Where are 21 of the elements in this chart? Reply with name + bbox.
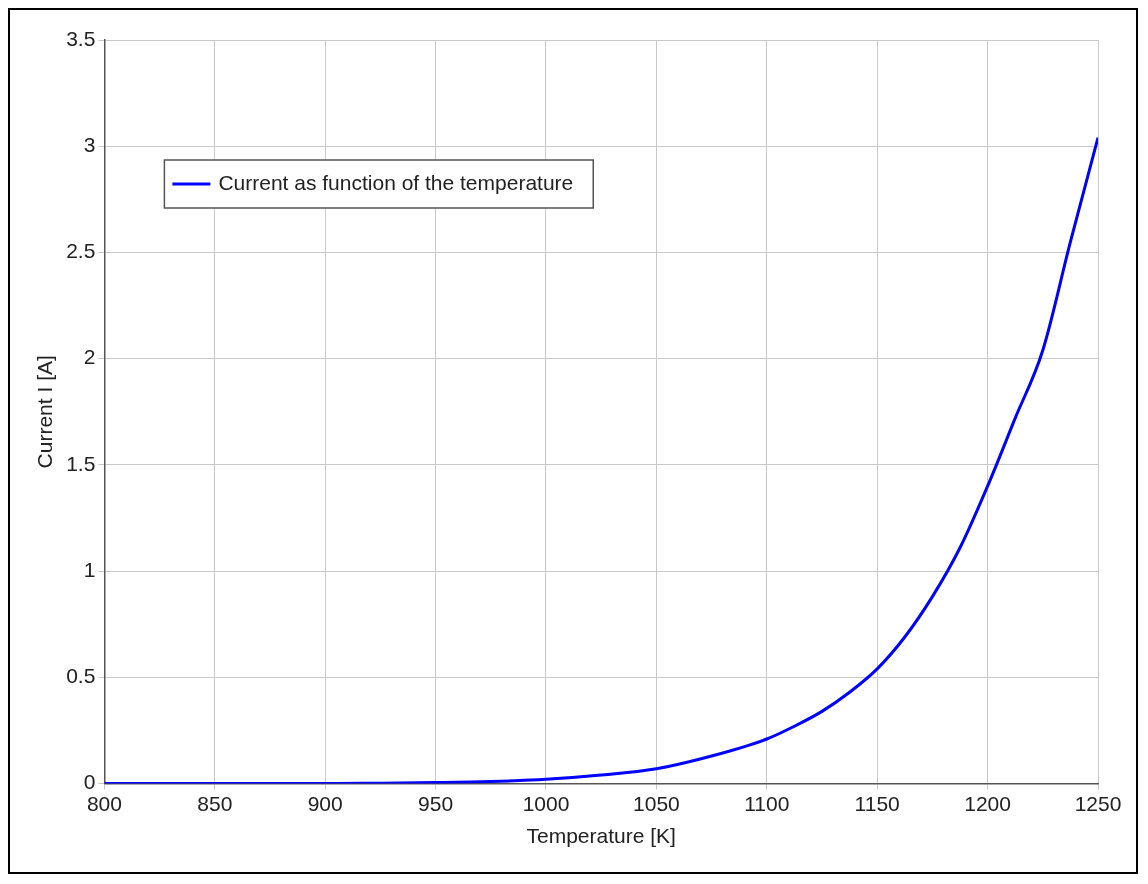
x-tick-label: 1000	[522, 792, 570, 815]
y-axis-title: Current I [A]	[33, 355, 57, 469]
y-tick-label: 1	[83, 557, 96, 581]
y-tick-label: 3.5	[66, 26, 96, 50]
x-tick-label: 1100	[744, 792, 790, 815]
x-tick-label: 1050	[633, 792, 680, 815]
x-tick-label: 800	[86, 792, 122, 815]
x-tick-label: 1250	[1074, 792, 1122, 815]
x-tick-label: 1150	[854, 792, 900, 815]
x-tick-label: 1200	[964, 792, 1011, 815]
y-tick-label: 3	[83, 133, 96, 157]
y-tick-label: 2	[83, 345, 96, 369]
x-tick-label: 950	[418, 792, 454, 815]
y-tick-label: 0.5	[66, 664, 96, 688]
legend-label: Current as function of the temperature	[218, 170, 574, 194]
y-tick-label: 2.5	[66, 239, 96, 263]
x-axis-title: Temperature [K]	[526, 824, 676, 848]
y-tick-label: 0	[83, 770, 96, 794]
x-tick-label: 850	[197, 792, 233, 815]
x-tick-label: 900	[307, 792, 343, 815]
y-tick-label: 1.5	[66, 451, 96, 475]
